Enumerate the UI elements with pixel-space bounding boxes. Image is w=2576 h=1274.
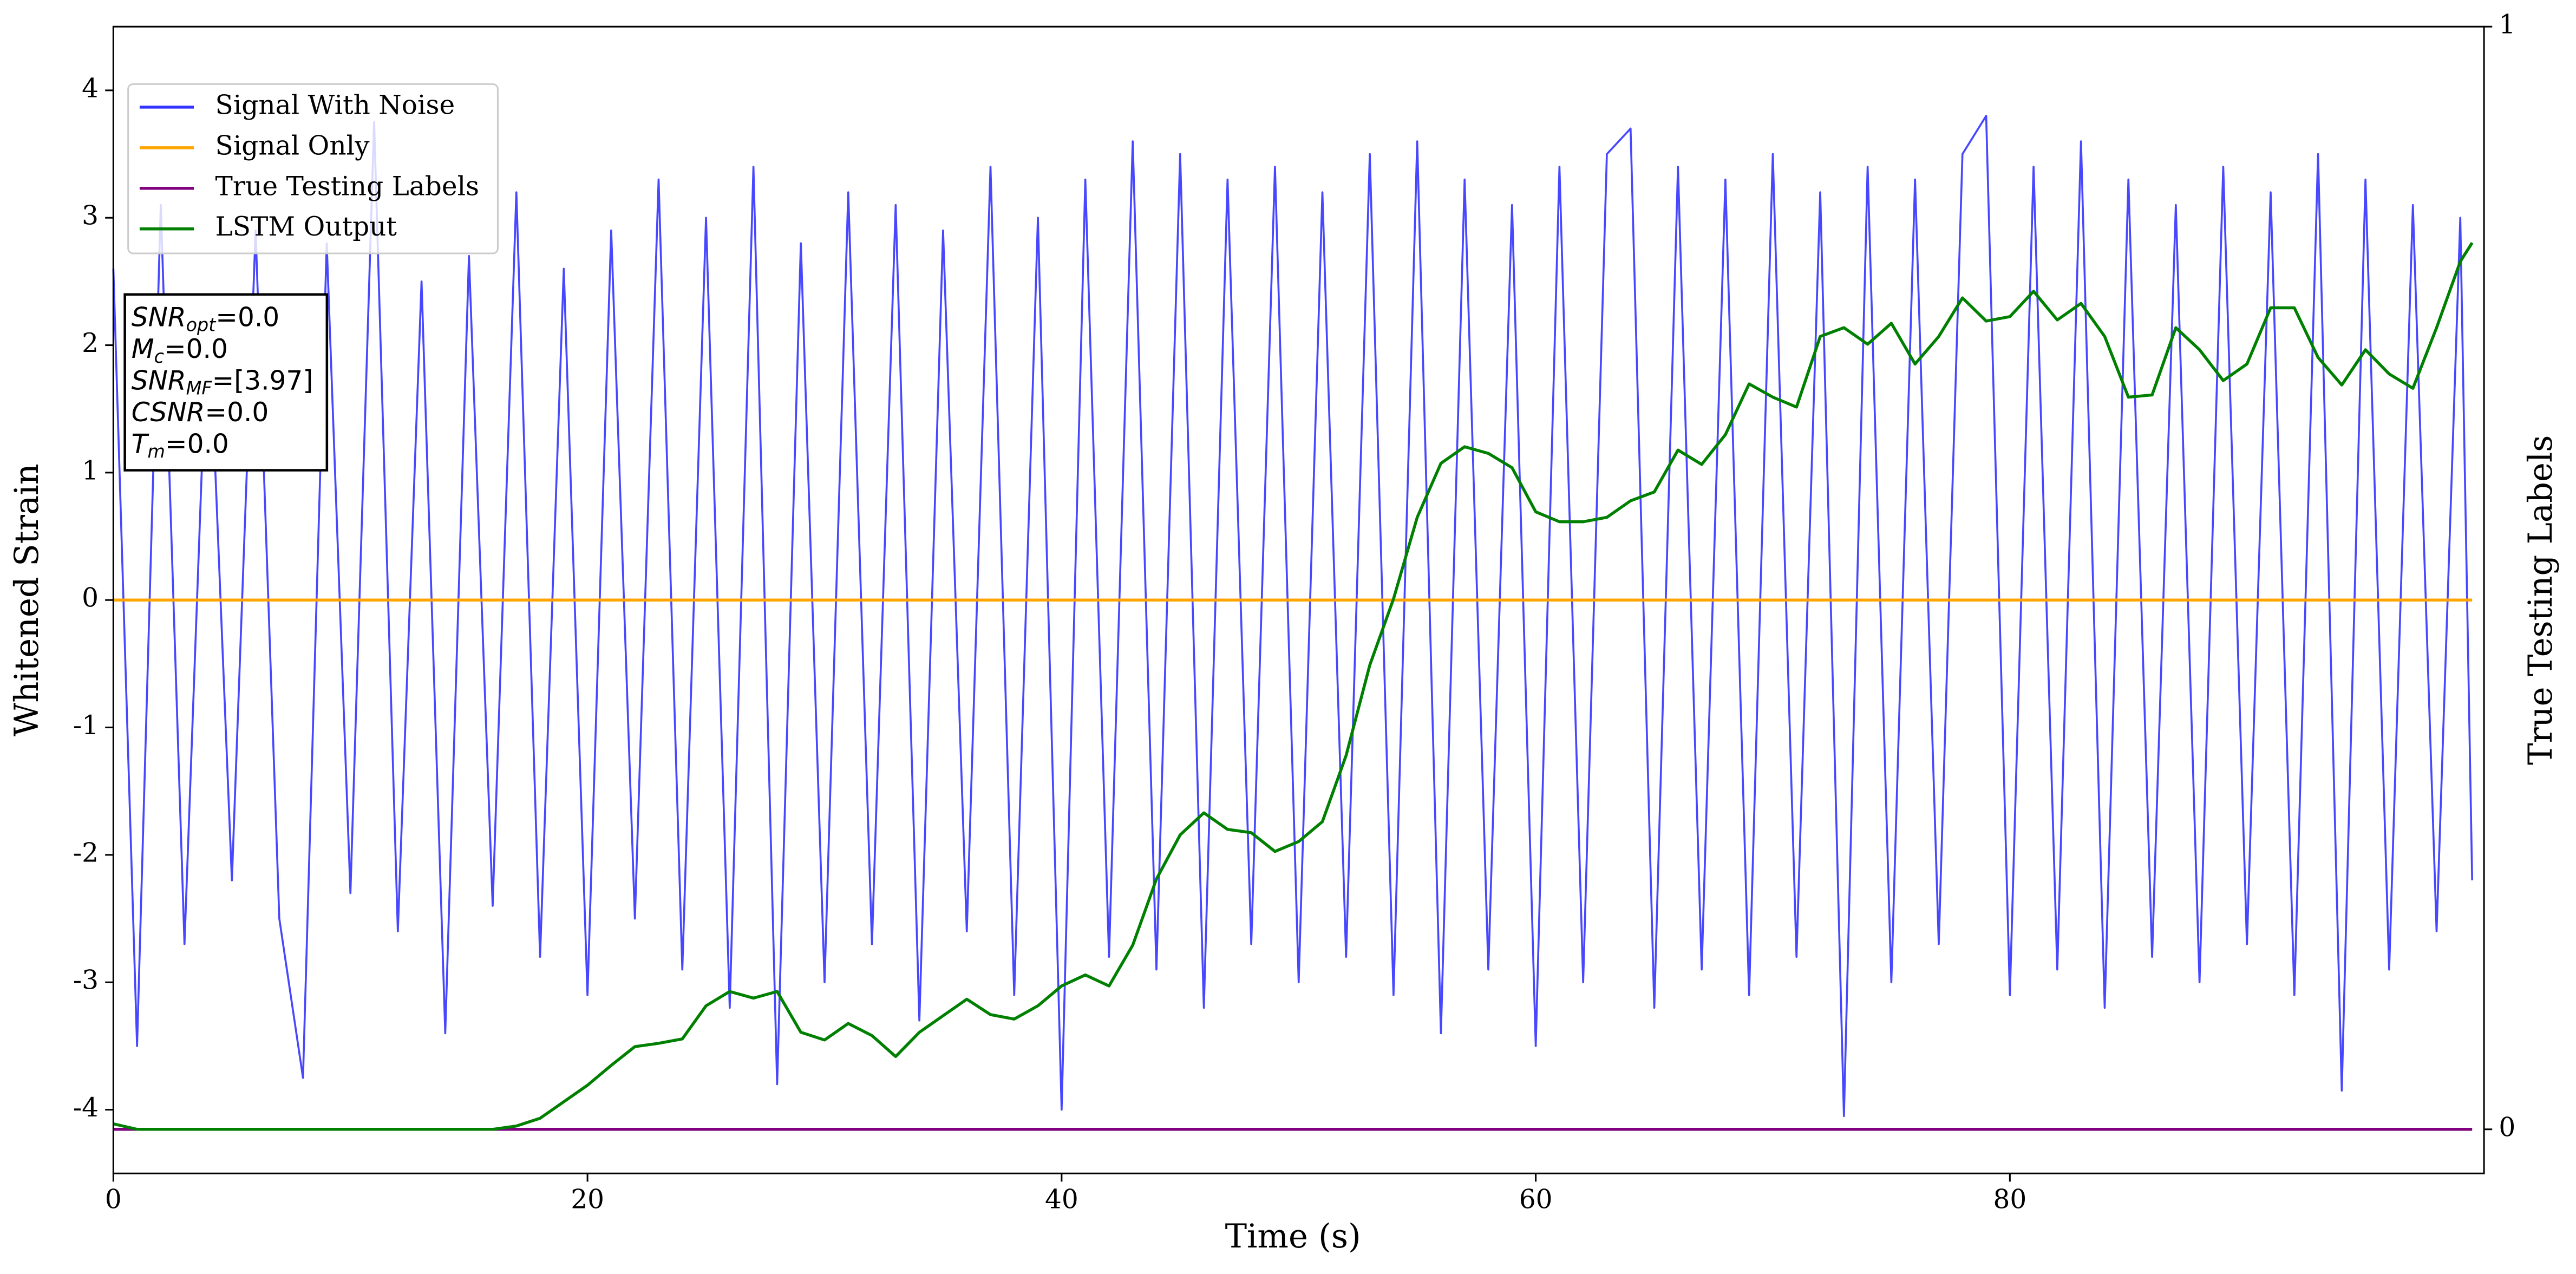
y-tick-label: -4 [73, 1093, 99, 1123]
annotation-value: =0.0 [205, 397, 269, 428]
y-tick-label: -3 [73, 965, 99, 996]
x-tick-label: 60 [1519, 1184, 1553, 1214]
x-axis-label: Time (s) [1225, 1218, 1361, 1256]
annotation-symbol: SNR [132, 302, 186, 332]
legend-box [127, 83, 499, 254]
y-tick-label: 3 [82, 201, 99, 231]
annotation-value: =[3.97] [212, 365, 313, 396]
legend-label: Signal With Noise [215, 90, 455, 120]
annotation: SNRopt=0.0Mc=0.0SNRMF=[3.97]CSNR=0.0Tm=0… [123, 293, 329, 472]
annotation-value: =0.0 [164, 334, 228, 364]
y-axis-label: Whitened Strain [8, 463, 46, 736]
y-tick-label: -1 [73, 710, 99, 741]
x-tick-label: 20 [571, 1184, 604, 1214]
annotation-subscript: m [147, 441, 165, 462]
legend-label: Signal Only [215, 130, 370, 161]
annotation-symbol: T [132, 429, 149, 460]
x-tick-label: 40 [1045, 1184, 1078, 1214]
y2-axis-label: True Testing Labels [2522, 435, 2560, 765]
annotation-value: =0.0 [215, 302, 279, 332]
y-tick-label: 4 [82, 73, 99, 103]
annotation-subscript: MF [186, 377, 213, 398]
series-line [112, 115, 2474, 1118]
annotation-value: =0.0 [165, 429, 229, 460]
y-tick-label: 1 [82, 455, 99, 486]
x-tick-label: 80 [1993, 1184, 2026, 1214]
y-tick-label: 0 [82, 583, 99, 613]
annotation-subscript: c [154, 346, 164, 367]
annotation-line: SNRopt=0.0 [132, 302, 279, 335]
annotation-symbol: CSNR [132, 397, 205, 428]
annotation-symbol: M [132, 334, 154, 364]
annotation-line: CSNR=0.0 [132, 397, 269, 428]
y-tick-label: 2 [82, 328, 99, 358]
annotation-line: Tm=0.0 [132, 429, 229, 462]
legend: Signal With Noise Signal Only True Testing… [127, 83, 499, 254]
y2-tick-label: 1 [2499, 10, 2515, 40]
annotation-symbol: SNR [132, 365, 186, 396]
annotation-box [123, 293, 329, 472]
annotation-line: SNRMF=[3.97] [132, 365, 313, 398]
x-tick-label: 0 [105, 1184, 122, 1214]
annotation-subscript: opt [186, 314, 217, 335]
series-line [113, 241, 2474, 1131]
legend-label: LSTM Output [215, 212, 397, 242]
legend-label: True Testing Labels [215, 171, 480, 201]
plot-area [112, 115, 2474, 1131]
annotation-line: Mc=0.0 [132, 334, 228, 367]
y-tick-label: -2 [73, 838, 99, 868]
y2-tick-label: 0 [2499, 1112, 2515, 1142]
